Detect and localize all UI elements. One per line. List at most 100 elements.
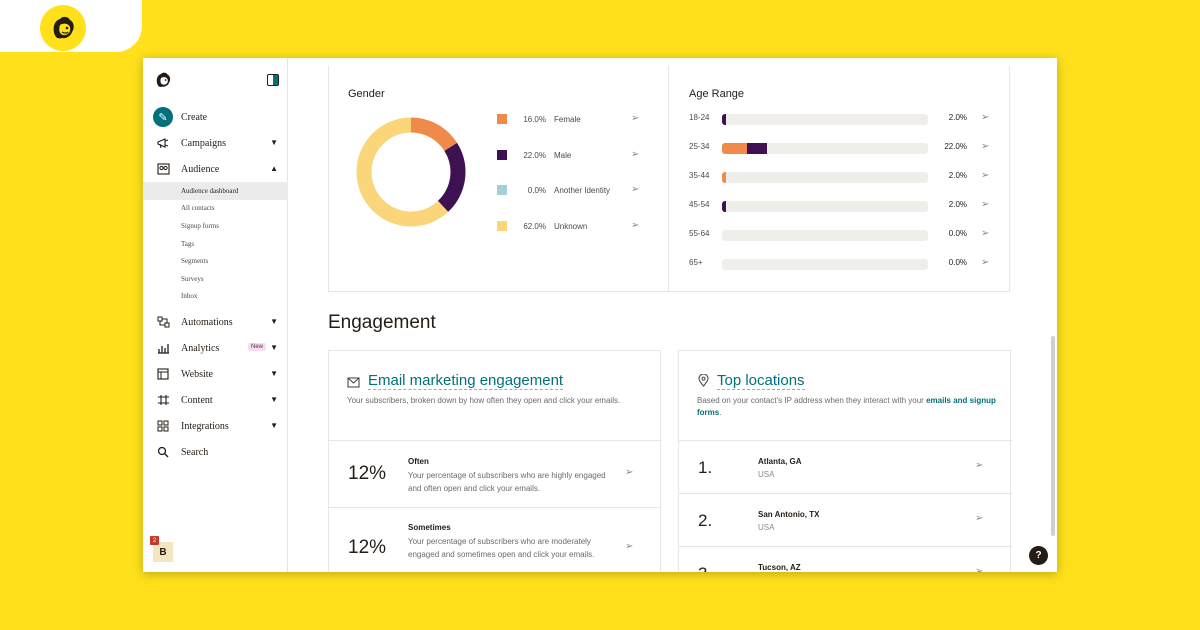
collapse-sidebar-icon[interactable] xyxy=(267,74,279,86)
sidebar-item-analytics[interactable]: Analytics New ▼ xyxy=(143,335,288,361)
content-icon xyxy=(155,392,171,408)
logo-tab xyxy=(0,0,142,52)
send-icon[interactable]: ➢ xyxy=(631,113,640,124)
engagement-pct: 12% xyxy=(348,537,387,558)
emails-signup-forms-link[interactable]: emails and signup forms xyxy=(697,396,996,417)
location-rank: 1. xyxy=(698,458,713,477)
sidebar-item-label: Analytics xyxy=(181,342,220,354)
divider xyxy=(329,440,662,441)
people-icon xyxy=(155,161,171,177)
subnav-signup-forms[interactable]: Signup forms xyxy=(181,221,219,230)
sidebar-item-integrations[interactable]: Integrations ▼ xyxy=(143,413,288,439)
subnav-segments[interactable]: Segments xyxy=(181,257,209,266)
legend-label: Male xyxy=(554,150,572,160)
send-icon[interactable]: ➢ xyxy=(981,141,990,152)
new-badge: New xyxy=(247,343,266,352)
age-bar-track xyxy=(722,201,928,212)
chevron-down-icon: ▼ xyxy=(270,369,278,379)
legend-label: Another Identity xyxy=(554,185,611,195)
engagement-pct: 12% xyxy=(348,463,387,484)
sidebar-item-search[interactable]: Search xyxy=(143,439,288,465)
location-city: San Antonio, TX xyxy=(758,510,820,519)
sidebar-item-content[interactable]: Content ▼ xyxy=(143,387,288,413)
age-row: 55-64 0.0% ➢ xyxy=(689,228,989,242)
sidebar-item-label: Campaigns xyxy=(181,137,226,149)
age-bar-track xyxy=(722,114,928,125)
send-icon[interactable]: ➢ xyxy=(625,467,634,478)
age-bar-track xyxy=(722,230,928,241)
age-label: 18-24 xyxy=(689,113,710,122)
age-label: 65+ xyxy=(689,258,703,267)
donut-slice-male[interactable] xyxy=(356,117,466,227)
chevron-down-icon: ▼ xyxy=(270,343,278,353)
age-range-card: Age Range 18-24 2.0% ➢ 25-34 22.0% ➢ 35-44 2.0%… xyxy=(668,66,1010,292)
age-bar-segment xyxy=(746,143,768,154)
legend-pct: 22.0% xyxy=(523,150,546,160)
send-icon[interactable]: ➢ xyxy=(981,257,990,268)
sidebar-item-create[interactable]: ✎ Create xyxy=(143,104,288,130)
engagement-desc: Your percentage of subscribers who are h… xyxy=(408,471,606,493)
age-range-title: Age Range xyxy=(689,88,745,100)
grid-icon xyxy=(155,418,171,434)
sidebar-nav: ✎ Create Campaigns ▼ Audience ▲ Audience… xyxy=(143,104,288,465)
location-rank: 2. xyxy=(698,511,713,530)
age-bar-segment xyxy=(722,201,727,212)
age-bar-track xyxy=(722,143,928,154)
sidebar-item-campaigns[interactable]: Campaigns ▼ xyxy=(143,130,288,156)
send-icon[interactable]: ➢ xyxy=(625,541,634,552)
age-row: 65+ 0.0% ➢ xyxy=(689,257,989,271)
subnav-audience-dashboard[interactable]: Audience dashboard xyxy=(143,182,288,200)
donut-slice-unknown[interactable] xyxy=(356,117,466,227)
main-content: Gender 16.0% Female ➢ 22.0% Male ➢ 0.0% … xyxy=(289,58,1057,572)
send-icon[interactable]: ➢ xyxy=(975,460,984,471)
website-icon xyxy=(155,366,171,382)
send-icon[interactable]: ➢ xyxy=(631,184,640,195)
help-button[interactable]: ? xyxy=(1029,546,1048,565)
app-window: ✎ Create Campaigns ▼ Audience ▲ Audience… xyxy=(143,58,1057,572)
chevron-down-icon: ▼ xyxy=(270,138,278,147)
age-pct: 0.0% xyxy=(948,229,967,238)
age-bar-segment xyxy=(722,172,727,183)
freddie-chimp-icon[interactable] xyxy=(153,70,173,95)
subnav-tags[interactable]: Tags xyxy=(181,239,195,248)
email-engagement-title[interactable]: Email marketing engagement xyxy=(368,372,564,390)
age-label: 35-44 xyxy=(689,171,710,180)
sidebar-item-website[interactable]: Website ▼ xyxy=(143,361,288,387)
subnav-inbox[interactable]: Inbox xyxy=(181,292,198,301)
avatar[interactable]: B xyxy=(153,542,173,562)
legend-another-identity: 0.0% Another Identity xyxy=(497,183,647,197)
legend-pct: 0.0% xyxy=(527,185,546,195)
send-icon[interactable]: ➢ xyxy=(631,220,640,231)
send-icon[interactable]: ➢ xyxy=(981,199,990,210)
engagement-title: Engagement xyxy=(328,312,436,333)
engagement-heading: Sometimes xyxy=(408,523,451,532)
send-icon[interactable]: ➢ xyxy=(631,149,640,160)
send-icon[interactable]: ➢ xyxy=(981,170,990,181)
location-pin-icon xyxy=(698,373,709,392)
sidebar-item-audience[interactable]: Audience ▲ xyxy=(143,156,288,182)
send-icon[interactable]: ➢ xyxy=(975,513,984,524)
scrollbar[interactable] xyxy=(1051,336,1055,536)
engagement-desc: Your percentage of subscribers who are m… xyxy=(408,537,595,559)
legend-swatch xyxy=(497,221,507,231)
age-bar-track xyxy=(722,172,928,183)
sidebar-item-automations[interactable]: Automations ▼ xyxy=(143,309,288,335)
age-pct: 2.0% xyxy=(948,113,967,122)
envelope-icon xyxy=(347,375,360,393)
legend-pct: 16.0% xyxy=(523,114,546,124)
divider xyxy=(679,546,1012,547)
legend-swatch xyxy=(497,150,507,160)
legend-swatch xyxy=(497,185,507,195)
age-label: 45-54 xyxy=(689,200,710,209)
subnav-surveys[interactable]: Surveys xyxy=(181,274,204,283)
megaphone-icon xyxy=(155,135,171,151)
send-icon[interactable]: ➢ xyxy=(981,228,990,239)
legend-label: Unknown xyxy=(554,221,588,231)
send-icon[interactable]: ➢ xyxy=(981,112,990,123)
age-pct: 0.0% xyxy=(948,258,967,267)
top-locations-title[interactable]: Top locations xyxy=(717,372,805,390)
top-locations-card: Top locations Based on your contact's IP… xyxy=(678,350,1012,572)
legend-male: 22.0% Male xyxy=(497,148,647,162)
send-icon[interactable]: ➢ xyxy=(975,566,984,572)
subnav-all-contacts[interactable]: All contacts xyxy=(181,204,215,213)
